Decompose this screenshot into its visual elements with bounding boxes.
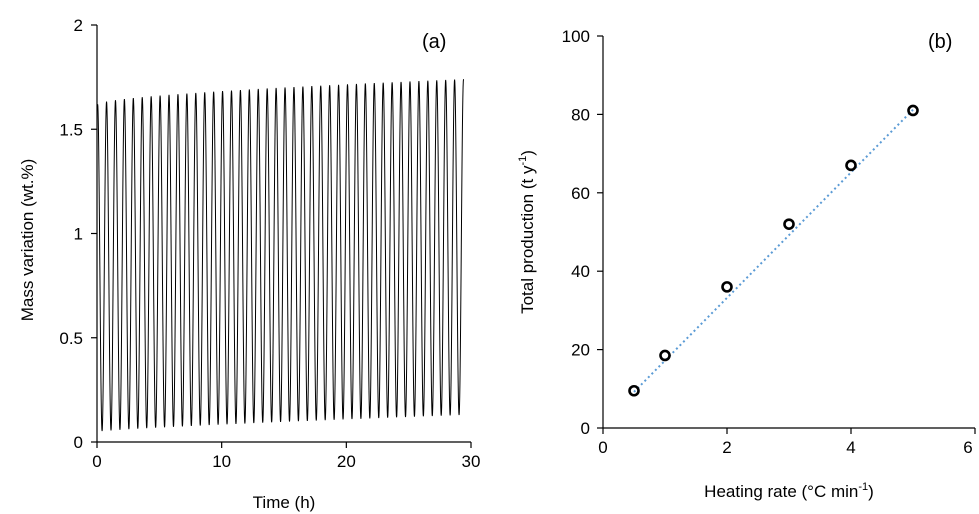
panel-a-y-axis-label: Mass variation (wt.%) xyxy=(18,159,37,321)
panel-b-x-ticks: 0 2 4 6 xyxy=(598,428,976,457)
panel-b-data-point xyxy=(628,384,640,397)
panel-a-chart: 0 0.5 1 1.5 2 0 10 20 30 (a) Time (h) Mass vari… xyxy=(18,16,480,512)
panel-b-y-tick-label: 40 xyxy=(571,262,590,281)
panel-a-y-tick-label: 0 xyxy=(74,433,83,452)
panel-b-x-tick-label: 0 xyxy=(598,438,607,457)
panel-a-x-tick-label: 30 xyxy=(462,452,481,471)
panel-b-data-point xyxy=(845,159,857,172)
panel-a-x-tick-label: 20 xyxy=(337,452,356,471)
panel-b-y-label-main: Total production (t y xyxy=(518,165,537,314)
panel-a-x-axis-label: Time (h) xyxy=(253,493,316,512)
panel-b-y-axis-label: Total production (t y-1) xyxy=(517,150,537,314)
panel-b-chart: 0 20 40 60 80 100 0 2 4 6 (b) Heating rate (°C m… xyxy=(517,27,976,501)
panel-a-y-tick-label: 1 xyxy=(74,225,83,244)
panel-a-x-tick-label: 0 xyxy=(92,452,101,471)
panel-b-y-tick-label: 60 xyxy=(571,184,590,203)
panel-a-label: (a) xyxy=(422,31,446,53)
panel-a-x-ticks: 0 10 20 30 xyxy=(92,442,480,471)
panel-a-y-tick-label: 0.5 xyxy=(59,329,83,348)
panel-b-data-point xyxy=(783,218,795,230)
panel-b-x-tick-label: 2 xyxy=(722,438,731,457)
panel-b-data-points xyxy=(628,104,919,397)
panel-b-y-tick-label: 100 xyxy=(562,27,590,46)
panel-b-y-tick-label: 20 xyxy=(571,341,590,360)
panel-a-y-tick-label: 1.5 xyxy=(59,120,83,139)
panel-a-x-tick-label: 10 xyxy=(212,452,231,471)
panel-b-x-label-sup: -1 xyxy=(858,481,868,493)
panel-b-trendline xyxy=(633,108,914,393)
panel-b-label: (b) xyxy=(928,31,952,53)
panel-a-mass-variation-line xyxy=(97,79,465,432)
panel-b-data-point xyxy=(907,104,919,117)
panel-a-y-tick-label: 2 xyxy=(74,16,83,35)
panel-b-y-tick-label: 80 xyxy=(571,105,590,124)
panel-b-y-label-sup: -1 xyxy=(517,156,529,166)
panel-b-x-tick-label: 6 xyxy=(963,438,972,457)
panel-b-x-label-main: Heating rate (°C min xyxy=(704,482,858,501)
panel-b-y-ticks: 0 20 40 60 80 100 xyxy=(562,27,603,438)
panel-b-x-label-end: ) xyxy=(868,482,874,501)
panel-b-y-tick-label: 0 xyxy=(581,419,590,438)
panel-b-x-axis-label: Heating rate (°C min-1) xyxy=(704,481,874,501)
panel-b-y-label-end: ) xyxy=(518,150,537,156)
panel-a-y-ticks: 0 0.5 1 1.5 2 xyxy=(59,16,97,452)
panel-b-data-point xyxy=(659,349,671,362)
panel-b-x-tick-label: 4 xyxy=(846,438,855,457)
panel-b-data-point xyxy=(721,281,733,293)
